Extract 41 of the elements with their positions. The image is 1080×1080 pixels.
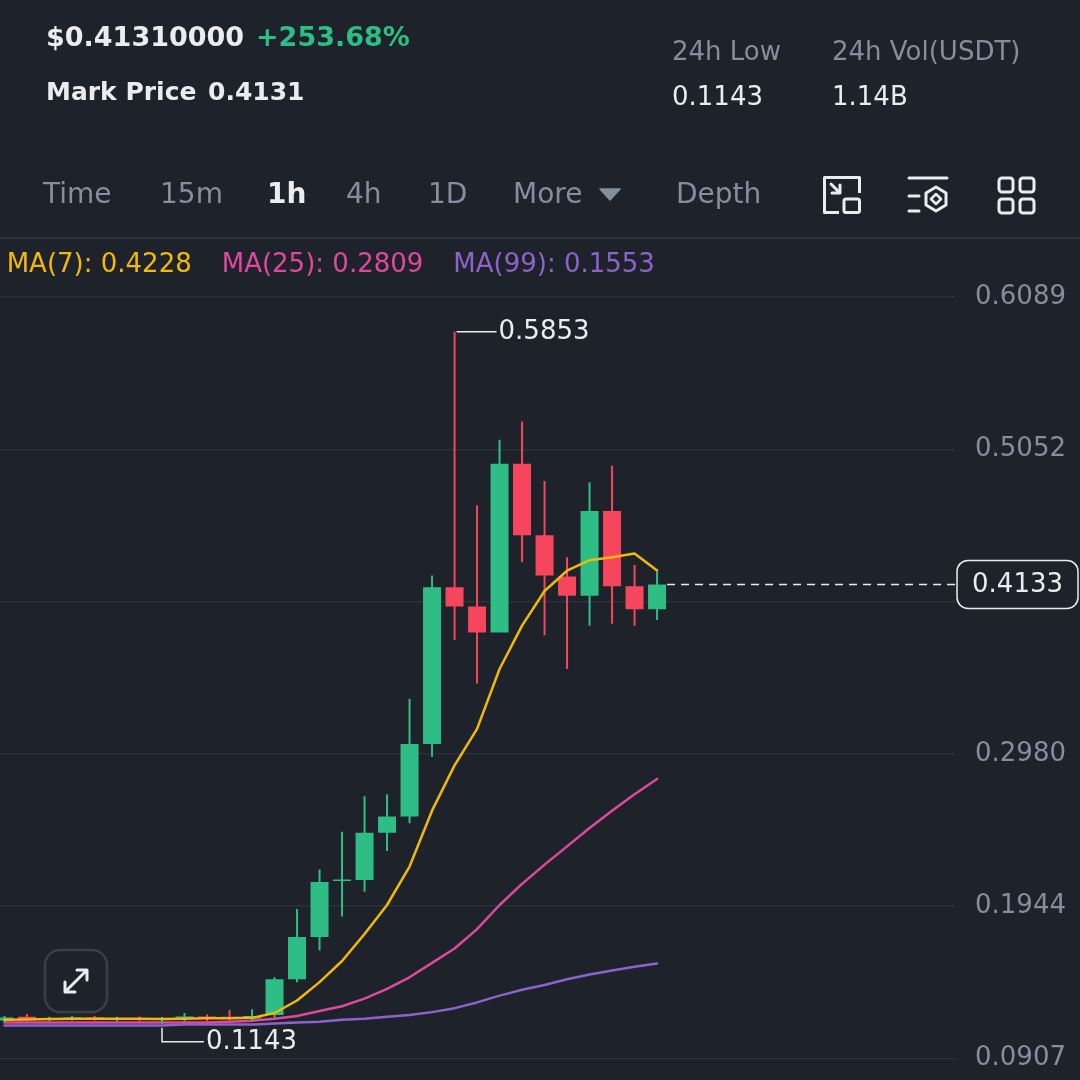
candlestick <box>445 331 464 641</box>
text: +253.68% <box>256 21 410 53</box>
candlestick <box>648 571 667 620</box>
ref-line-label: 0.4133 <box>972 568 1063 599</box>
y-tick-label: 0.2980 <box>975 736 1066 767</box>
y-tick-label: 0.6089 <box>975 279 1066 310</box>
text: Depth <box>676 176 762 210</box>
candlestick <box>423 575 442 757</box>
candlestick <box>355 796 374 892</box>
text: 15m <box>160 176 223 210</box>
annotation: 0.5853 <box>498 315 590 346</box>
text: MA(25): 0.2809 <box>221 247 424 278</box>
y-tick-label: 0.0907 <box>975 1041 1066 1072</box>
candlestick <box>400 698 419 824</box>
text: Time <box>43 176 112 210</box>
candlestick <box>333 831 352 917</box>
candlestick <box>468 505 487 684</box>
text: Mark Price <box>46 77 197 107</box>
candlestick <box>513 421 532 563</box>
text: $0.41310000 <box>46 21 245 53</box>
candlestick <box>288 908 307 983</box>
y-tick-label: 0.5052 <box>975 432 1066 463</box>
candlestick <box>535 481 554 636</box>
text: More <box>513 176 583 210</box>
candlestick <box>310 869 329 951</box>
candlestick <box>558 557 577 670</box>
text: 1.14B <box>832 80 908 111</box>
text: MA(99): 0.1553 <box>453 247 655 278</box>
text: 1h <box>267 176 307 210</box>
text: 0.1143 <box>672 80 763 111</box>
candlestick <box>625 565 644 626</box>
candlestick <box>490 439 509 633</box>
text: 0.4131 <box>208 77 305 107</box>
text: 24h Low <box>672 35 782 66</box>
candlestick <box>378 794 397 852</box>
text: 1D <box>428 176 468 210</box>
text: MA(7): 0.4228 <box>6 247 192 278</box>
y-tick-label: 0.1944 <box>975 888 1066 919</box>
text: 24h Vol(USDT) <box>832 35 1021 66</box>
annotation: 0.1143 <box>206 1025 297 1056</box>
text: 4h <box>346 176 382 210</box>
